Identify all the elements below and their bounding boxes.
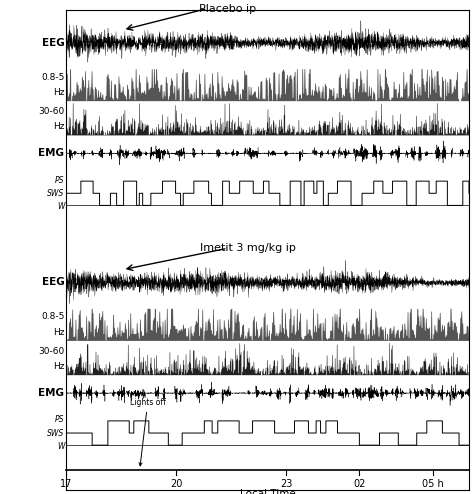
- Text: Hz: Hz: [53, 123, 64, 131]
- Text: W: W: [57, 442, 64, 451]
- Text: SWS: SWS: [47, 429, 64, 438]
- Text: Imetit 3 mg/kg ip: Imetit 3 mg/kg ip: [200, 243, 296, 253]
- Text: PS: PS: [55, 415, 64, 424]
- Text: Hz: Hz: [53, 328, 64, 337]
- Text: EEG: EEG: [42, 278, 64, 288]
- Text: 0.8-5: 0.8-5: [41, 73, 64, 82]
- Text: 20: 20: [170, 480, 182, 490]
- Text: 17: 17: [60, 480, 73, 490]
- Text: W: W: [57, 203, 64, 211]
- Text: 05 h: 05 h: [422, 480, 444, 490]
- Text: Hz: Hz: [53, 88, 64, 97]
- Text: 02: 02: [353, 480, 365, 490]
- Text: EMG: EMG: [38, 388, 64, 398]
- Text: 30-60: 30-60: [38, 107, 64, 116]
- Text: 30-60: 30-60: [38, 347, 64, 356]
- Text: EEG: EEG: [42, 38, 64, 48]
- Text: Placebo ip: Placebo ip: [199, 3, 256, 13]
- Text: Lights off: Lights off: [130, 398, 166, 466]
- Text: PS: PS: [55, 176, 64, 185]
- Text: Hz: Hz: [53, 362, 64, 371]
- Text: 23: 23: [280, 480, 292, 490]
- Text: SWS: SWS: [47, 189, 64, 198]
- Text: 0.8-5: 0.8-5: [41, 313, 64, 322]
- Text: EMG: EMG: [38, 148, 64, 158]
- Text: Local Time: Local Time: [240, 489, 296, 494]
